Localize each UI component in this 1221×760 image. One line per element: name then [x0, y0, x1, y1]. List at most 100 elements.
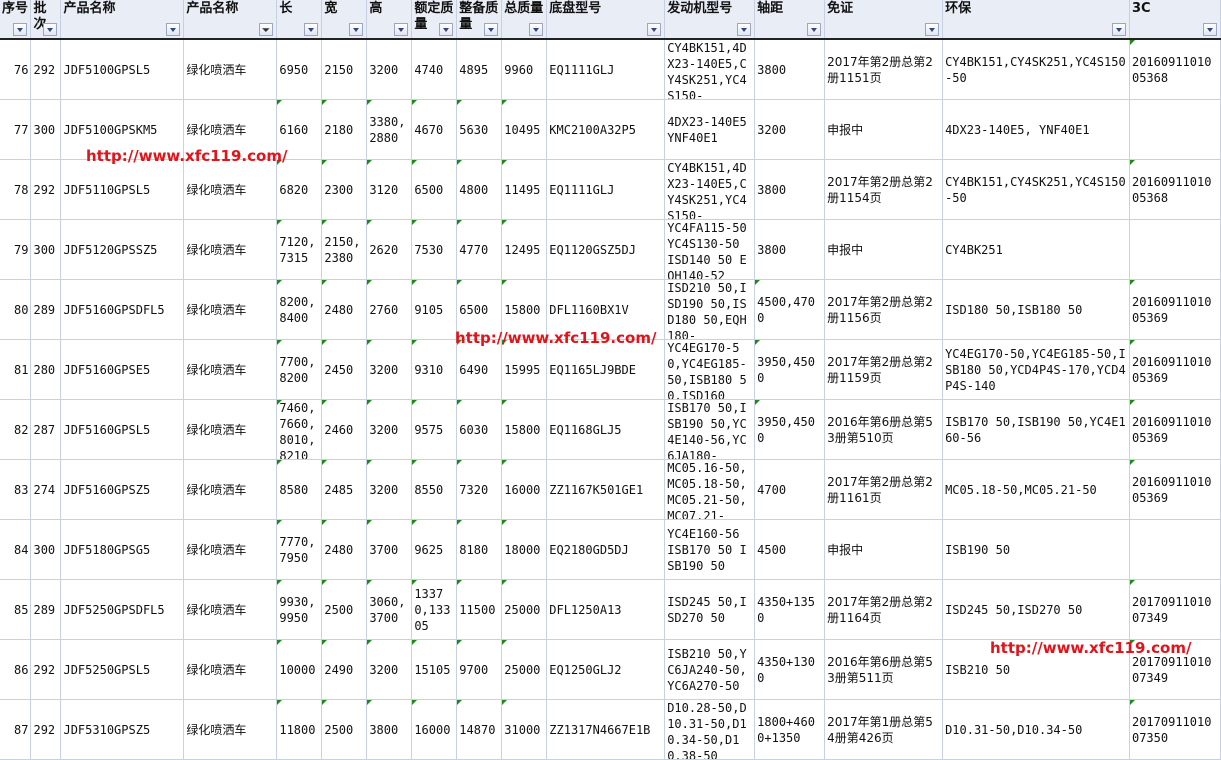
table-cell[interactable]: 8200,8400: [276, 279, 323, 340]
table-cell[interactable]: 绿化喷洒车: [183, 699, 278, 760]
table-cell[interactable]: YC4EG170-50,YC4EG185-50,ISB180 50,ISD160: [664, 339, 756, 400]
table-cell[interactable]: JDF5180GPSG5: [60, 519, 185, 580]
filter-dropdown-button[interactable]: [349, 23, 364, 36]
table-cell[interactable]: 4350+1350: [754, 579, 826, 640]
table-cell[interactable]: D10.31-50,D10.34-50: [942, 699, 1130, 760]
table-cell[interactable]: 2180: [321, 99, 368, 160]
table-cell[interactable]: 6490: [456, 339, 503, 400]
table-cell[interactable]: 289: [30, 279, 62, 340]
table-cell[interactable]: [1129, 99, 1221, 160]
filter-dropdown-button[interactable]: [529, 23, 544, 36]
table-cell[interactable]: ISB170 50,ISB190 50,YC4E160-56: [942, 399, 1130, 460]
table-cell[interactable]: 11495: [501, 159, 548, 220]
table-cell[interactable]: 申报中: [824, 519, 944, 580]
table-cell[interactable]: 6030: [456, 399, 503, 460]
table-cell[interactable]: 9700: [456, 639, 503, 700]
table-cell[interactable]: 4DX23-140E5, YNF40E1: [942, 99, 1130, 160]
table-cell[interactable]: 绿化喷洒车: [183, 339, 278, 400]
table-cell[interactable]: JDF5310GPSZ5: [60, 699, 185, 760]
table-cell[interactable]: 3950,4500: [754, 399, 826, 460]
table-cell[interactable]: JDF5250GPSDFL5: [60, 579, 185, 640]
filter-dropdown-button[interactable]: [166, 23, 181, 36]
table-cell[interactable]: 申报中: [824, 219, 944, 280]
table-cell[interactable]: 300: [30, 519, 62, 580]
table-cell[interactable]: 9575: [411, 399, 458, 460]
table-cell[interactable]: MC05.16-50,MC05.18-50,MC05.21-50,MC07.21…: [664, 459, 756, 520]
column-header[interactable]: 产品名称: [183, 0, 278, 40]
table-cell[interactable]: CY4BK151,CY4SK251,YC4S150-50: [942, 159, 1130, 220]
table-cell[interactable]: 6500: [411, 159, 458, 220]
table-cell[interactable]: 84: [0, 519, 32, 580]
column-header[interactable]: 整备质量: [456, 0, 503, 40]
table-cell[interactable]: 2016091101005369: [1129, 459, 1221, 520]
table-cell[interactable]: 280: [30, 339, 62, 400]
table-cell[interactable]: 2017年第2册总第2册1161页: [824, 459, 944, 520]
table-cell[interactable]: 16000: [411, 699, 458, 760]
table-cell[interactable]: 2016091101005368: [1129, 159, 1221, 220]
table-cell[interactable]: 31000: [501, 699, 548, 760]
table-cell[interactable]: 300: [30, 99, 62, 160]
table-cell[interactable]: 2017091101007350: [1129, 699, 1221, 760]
table-cell[interactable]: EQ1120GSZ5DJ: [546, 219, 666, 280]
table-cell[interactable]: MC05.18-50,MC05.21-50: [942, 459, 1130, 520]
column-header[interactable]: 免证: [824, 0, 944, 40]
table-cell[interactable]: 2017年第2册总第2册1164页: [824, 579, 944, 640]
table-cell[interactable]: JDF5250GPSL5: [60, 639, 185, 700]
filter-dropdown-button[interactable]: [737, 23, 752, 36]
table-cell[interactable]: 87: [0, 699, 32, 760]
table-cell[interactable]: 79: [0, 219, 32, 280]
table-cell[interactable]: DFL1160BX1V: [546, 279, 666, 340]
table-cell[interactable]: 绿化喷洒车: [183, 219, 278, 280]
column-header[interactable]: 长: [276, 0, 323, 40]
table-cell[interactable]: 15995: [501, 339, 548, 400]
table-cell[interactable]: 289: [30, 579, 62, 640]
table-cell[interactable]: 2017年第2册总第2册1154页: [824, 159, 944, 220]
table-cell[interactable]: JDF5120GPSSZ5: [60, 219, 185, 280]
table-cell[interactable]: 9930,9950: [276, 579, 323, 640]
table-cell[interactable]: 10000: [276, 639, 323, 700]
table-cell[interactable]: 85: [0, 579, 32, 640]
table-cell[interactable]: 7700,8200: [276, 339, 323, 400]
table-cell[interactable]: JDF5160GPSDFL5: [60, 279, 185, 340]
table-cell[interactable]: ISB190 50: [942, 519, 1130, 580]
table-cell[interactable]: 4895: [456, 39, 503, 100]
table-cell[interactable]: 300: [30, 219, 62, 280]
table-cell[interactable]: KMC2100A32P5: [546, 99, 666, 160]
column-header[interactable]: 额定质量: [411, 0, 458, 40]
table-cell[interactable]: YC4EG170-50,YC4EG185-50,ISB180 50,YCD4P4…: [942, 339, 1130, 400]
table-cell[interactable]: 6500: [456, 279, 503, 340]
table-cell[interactable]: 2460: [321, 399, 368, 460]
table-cell[interactable]: 2485: [321, 459, 368, 520]
column-header[interactable]: 产品名称: [60, 0, 185, 40]
filter-dropdown-button[interactable]: [394, 23, 409, 36]
table-cell[interactable]: 292: [30, 159, 62, 220]
table-cell[interactable]: ISB170 50,ISB190 50,YC4E140-56,YC6JA180-: [664, 399, 756, 460]
table-cell[interactable]: 15800: [501, 279, 548, 340]
column-header[interactable]: 3C: [1129, 0, 1221, 40]
table-cell[interactable]: 287: [30, 399, 62, 460]
table-cell[interactable]: 8180: [456, 519, 503, 580]
table-cell[interactable]: 4DX23-140E5 YNF40E1: [664, 99, 756, 160]
table-cell[interactable]: 3800: [754, 39, 826, 100]
table-cell[interactable]: 绿化喷洒车: [183, 99, 278, 160]
table-cell[interactable]: 5630: [456, 99, 503, 160]
table-cell[interactable]: 2016年第6册总第53册第510页: [824, 399, 944, 460]
table-cell[interactable]: 4770: [456, 219, 503, 280]
table-cell[interactable]: 18000: [501, 519, 548, 580]
table-cell[interactable]: 81: [0, 339, 32, 400]
column-header[interactable]: 宽: [321, 0, 368, 40]
table-cell[interactable]: JDF5160GPSZ5: [60, 459, 185, 520]
table-cell[interactable]: 15800: [501, 399, 548, 460]
table-cell[interactable]: 2620: [366, 219, 413, 280]
table-cell[interactable]: 3950,4500: [754, 339, 826, 400]
table-cell[interactable]: ISB210 50,YC6JA240-50,YC6A270-50: [664, 639, 756, 700]
table-cell[interactable]: 2016091101005369: [1129, 339, 1221, 400]
table-cell[interactable]: 12495: [501, 219, 548, 280]
filter-dropdown-button[interactable]: [1111, 23, 1126, 36]
filter-dropdown-button[interactable]: [484, 23, 499, 36]
table-cell[interactable]: 2016091101005369: [1129, 279, 1221, 340]
table-cell[interactable]: 9310: [411, 339, 458, 400]
table-cell[interactable]: 11800: [276, 699, 323, 760]
table-cell[interactable]: 3200: [366, 399, 413, 460]
table-cell[interactable]: 83: [0, 459, 32, 520]
